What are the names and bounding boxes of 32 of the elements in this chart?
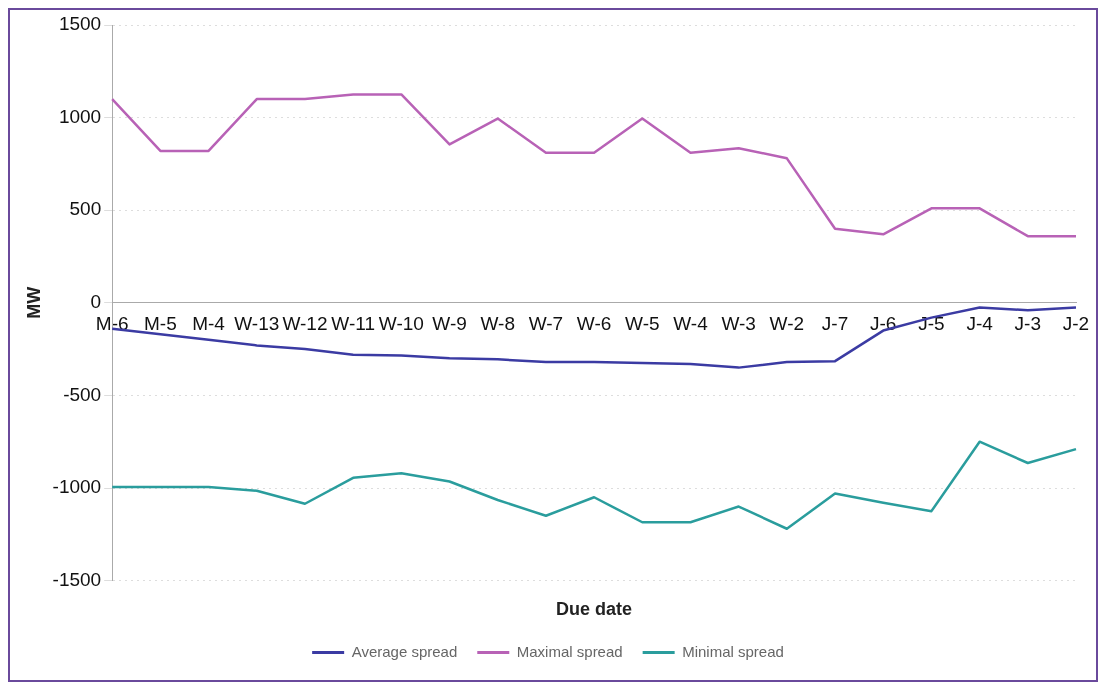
x-tick-label: W-11 xyxy=(331,313,375,335)
y-tick-label: -1500 xyxy=(52,568,102,590)
legend-label: Minimal spread xyxy=(682,642,784,660)
x-tick-label: W-2 xyxy=(769,313,805,335)
x-tick-label: W-6 xyxy=(576,313,612,335)
y-axis-title: MW xyxy=(23,286,44,319)
x-tick-label: J-3 xyxy=(1014,313,1042,335)
x-tick-label: W-4 xyxy=(673,313,709,335)
x-tick-label: W-8 xyxy=(480,313,515,335)
y-tick-label: 0 xyxy=(90,291,102,313)
x-tick-label: M-5 xyxy=(144,313,177,335)
x-tick-label: W-5 xyxy=(625,313,660,335)
y-tick-label: 1000 xyxy=(58,105,102,127)
y-tick-label: 500 xyxy=(69,198,102,220)
x-tick-label: W-12 xyxy=(282,313,328,335)
x-tick-label: W-9 xyxy=(432,313,467,335)
x-tick-label: W-13 xyxy=(234,313,280,335)
y-tick-label: -1000 xyxy=(52,476,102,498)
x-tick-label: M-4 xyxy=(192,313,226,335)
x-tick-label: J-5 xyxy=(918,313,945,335)
x-tick-label: J-4 xyxy=(966,313,994,335)
y-tick-label: 1500 xyxy=(58,13,102,35)
x-tick-label: M-6 xyxy=(95,313,129,335)
x-axis-title: Due date xyxy=(556,598,633,619)
x-tick-label: W-10 xyxy=(378,313,424,335)
legend-label: Maximal spread xyxy=(516,642,623,660)
x-tick-label: J-7 xyxy=(821,313,849,335)
x-tick-label: J-2 xyxy=(1062,313,1090,335)
legend-label: Average spread xyxy=(351,642,458,660)
x-tick-label: W-3 xyxy=(721,313,756,335)
y-tick-label: -500 xyxy=(63,383,102,405)
x-tick-label: W-7 xyxy=(528,313,564,335)
